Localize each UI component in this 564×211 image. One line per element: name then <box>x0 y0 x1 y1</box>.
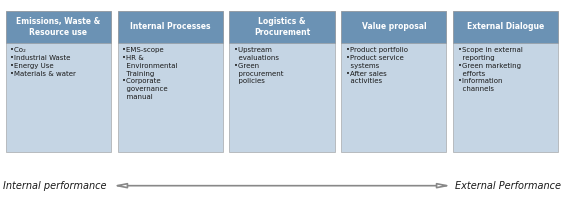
Bar <box>453 11 558 43</box>
Text: Value proposal: Value proposal <box>362 22 426 31</box>
Bar <box>341 11 447 152</box>
Text: Logistics &
Procurement: Logistics & Procurement <box>254 17 310 37</box>
Text: Internal Processes: Internal Processes <box>130 22 210 31</box>
Bar <box>6 11 111 43</box>
Bar <box>230 11 334 152</box>
Text: •Scope in external
  reporting
•Green marketing
  efforts
•Information
  channel: •Scope in external reporting •Green mark… <box>458 47 523 92</box>
Text: Internal performance: Internal performance <box>3 181 107 191</box>
Text: External Dialogue: External Dialogue <box>467 22 544 31</box>
Bar <box>117 11 223 43</box>
Bar <box>341 11 447 43</box>
Text: •Co₂
•Industrial Waste
•Energy Use
•Materials & water: •Co₂ •Industrial Waste •Energy Use •Mate… <box>10 47 76 77</box>
Bar <box>117 11 223 152</box>
Bar <box>6 11 111 152</box>
Text: Emissions, Waste &
Resource use: Emissions, Waste & Resource use <box>16 17 100 37</box>
Text: •Upstream
  evaluations
•Green
  procurement
  policies: •Upstream evaluations •Green procurement… <box>234 47 284 84</box>
Bar <box>453 11 558 152</box>
Bar <box>230 11 334 43</box>
Text: •Product portfolio
•Product service
  systems
•After sales
  activities: •Product portfolio •Product service syst… <box>346 47 408 84</box>
Text: •EMS-scope
•HR &
  Environmental
  Training
•Corporate
  governance
  manual: •EMS-scope •HR & Environmental Training … <box>122 47 178 100</box>
Text: External Performance: External Performance <box>455 181 561 191</box>
